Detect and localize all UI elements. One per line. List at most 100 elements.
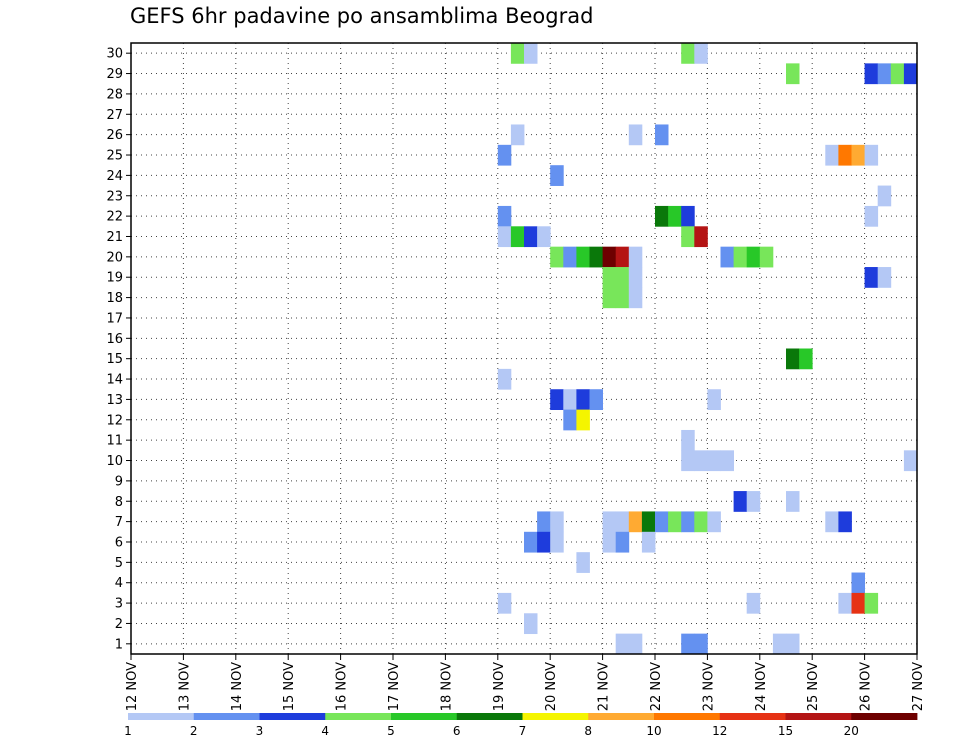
precip-cell — [864, 592, 879, 614]
x-tick-label: 17 NOV — [387, 662, 402, 711]
precip-cell — [694, 511, 708, 533]
y-tick-label: 27 — [106, 108, 123, 123]
precip-cell — [537, 226, 551, 248]
grid — [131, 43, 917, 654]
precip-cell — [681, 43, 695, 64]
precip-cell — [550, 511, 564, 533]
y-tick-label: 5 — [115, 556, 123, 571]
precip-cell — [550, 246, 564, 268]
precip-cell — [890, 63, 905, 85]
precip-cell — [707, 389, 721, 410]
precip-cell — [576, 552, 590, 573]
data-cells — [497, 43, 918, 655]
precip-cell — [550, 165, 564, 186]
legend-tick-label: 10 — [646, 724, 661, 738]
precip-cell — [497, 205, 512, 227]
precip-cell — [615, 633, 630, 655]
precip-cell — [759, 246, 774, 268]
y-tick-label: 10 — [106, 454, 123, 469]
precip-cell — [694, 450, 708, 472]
x-tick-label: 25 NOV — [806, 662, 821, 711]
precip-cell — [628, 124, 643, 146]
precip-cell — [772, 633, 787, 655]
precip-cell — [524, 226, 538, 248]
legend-swatch — [522, 713, 589, 720]
precip-cell — [628, 511, 643, 533]
legend-tick-label: 8 — [584, 724, 592, 738]
precip-cell — [825, 511, 839, 533]
precip-cell — [825, 144, 839, 166]
precip-cell — [510, 43, 525, 64]
y-tick-label: 23 — [106, 189, 123, 204]
x-tick-label: 21 NOV — [597, 662, 612, 711]
precip-cell — [786, 491, 800, 512]
precip-cell — [851, 592, 865, 614]
precip-cell — [655, 205, 669, 227]
precip-cell — [615, 267, 630, 288]
y-tick-label: 11 — [106, 434, 123, 449]
x-tick-label: 19 NOV — [492, 662, 507, 711]
precip-cell — [563, 409, 577, 431]
y-tick-label: 21 — [106, 230, 123, 245]
y-tick-label: 20 — [106, 250, 123, 265]
precip-cell — [786, 348, 800, 370]
y-tick-label: 26 — [106, 128, 123, 143]
precip-cell — [733, 246, 748, 268]
precip-cell — [497, 368, 512, 390]
legend-swatch — [259, 713, 326, 720]
precip-cell — [694, 633, 708, 655]
precip-cell — [615, 511, 630, 533]
x-tick-label: 26 NOV — [859, 662, 874, 711]
precip-cell — [576, 409, 590, 431]
x-tick-label: 16 NOV — [335, 662, 350, 711]
precip-cell — [681, 429, 695, 451]
precip-cell — [641, 531, 656, 553]
precip-cell — [537, 511, 551, 533]
precip-cell — [903, 63, 918, 85]
precip-cell — [720, 246, 734, 268]
precip-cell — [864, 267, 879, 288]
precip-cell — [877, 185, 892, 207]
precip-cell — [668, 511, 682, 533]
precip-cell — [877, 63, 892, 85]
precip-cell — [707, 511, 721, 533]
precip-cell — [576, 389, 590, 410]
y-tick-label: 22 — [106, 210, 123, 225]
precip-cell — [903, 450, 918, 472]
precip-cell — [602, 531, 617, 553]
precip-cell — [838, 511, 852, 533]
y-tick-label: 13 — [106, 393, 123, 408]
x-tick-label: 18 NOV — [439, 662, 454, 711]
y-tick-label: 29 — [106, 67, 123, 82]
x-tick-label: 14 NOV — [230, 662, 245, 711]
y-tick-label: 8 — [115, 495, 123, 510]
legend-swatch — [588, 713, 655, 720]
precip-cell — [655, 124, 669, 146]
precip-cell — [497, 144, 512, 166]
y-tick-label: 19 — [106, 271, 123, 286]
y-tick-label: 15 — [106, 352, 123, 367]
precip-cell — [746, 491, 761, 512]
precip-cell — [602, 246, 617, 268]
x-tick-label: 27 NOV — [911, 662, 926, 711]
precip-cell — [746, 592, 761, 614]
precip-cell — [563, 246, 577, 268]
precip-cell — [681, 633, 695, 655]
y-tick-label: 4 — [115, 576, 123, 591]
precip-cell — [838, 144, 852, 166]
precip-cell — [681, 511, 695, 533]
precip-cell — [615, 287, 630, 309]
precip-cell — [694, 226, 708, 248]
precip-cell — [694, 43, 708, 64]
legend-swatch — [391, 713, 458, 720]
precip-cell — [877, 267, 892, 288]
x-tick-label: 12 NOV — [125, 662, 140, 711]
x-tick-label: 20 NOV — [544, 662, 559, 711]
color-legend: 1 2 3 4 5 6 7 8 10 12 15 20 — [124, 713, 918, 738]
precip-cell — [510, 226, 525, 248]
precip-cell — [510, 124, 525, 146]
x-tick-label: 23 NOV — [701, 662, 716, 711]
y-tick-label: 3 — [115, 597, 123, 612]
precip-cell — [524, 613, 538, 635]
precip-cell — [655, 511, 669, 533]
